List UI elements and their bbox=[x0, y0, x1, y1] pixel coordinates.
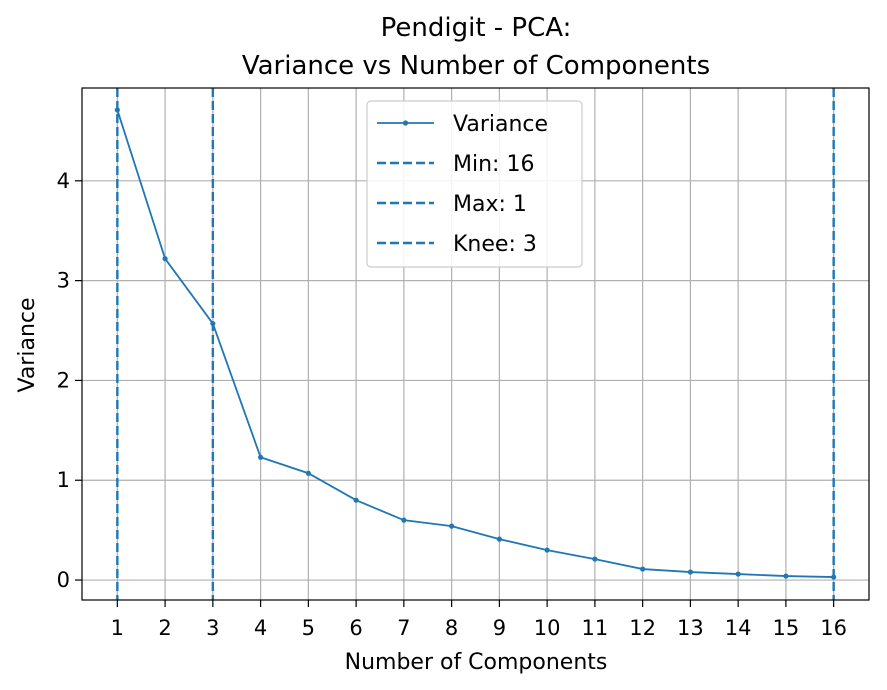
x-tick-label: 10 bbox=[534, 616, 561, 640]
y-tick-label: 0 bbox=[57, 568, 70, 592]
x-tick-label: 13 bbox=[677, 616, 704, 640]
x-tick-label: 11 bbox=[582, 616, 609, 640]
x-tick-label: 8 bbox=[445, 616, 458, 640]
legend-entry: Variance bbox=[377, 112, 548, 137]
vertical-reference-lines bbox=[116, 88, 835, 600]
x-tick-label: 6 bbox=[349, 616, 362, 640]
data-point bbox=[305, 470, 311, 476]
y-tick-label: 1 bbox=[57, 468, 70, 492]
legend-entry: Knee: 3 bbox=[377, 232, 537, 257]
legend-entry: Min: 16 bbox=[377, 152, 534, 177]
legend-label: Knee: 3 bbox=[453, 232, 537, 257]
y-ticks: 0 1 2 3 4 bbox=[57, 169, 82, 592]
series-line bbox=[116, 109, 834, 578]
x-tick-label: 5 bbox=[302, 616, 315, 640]
chart-title-line2: Variance vs Number of Components bbox=[242, 51, 710, 81]
data-point bbox=[592, 556, 598, 562]
legend-box bbox=[366, 100, 583, 268]
x-ticks: 1 2 3 4 5 6 7 8 9 10 11 12 13 14 15 16 bbox=[111, 600, 847, 640]
x-axis-label: Number of Components bbox=[345, 650, 608, 675]
x-tick-label: 2 bbox=[158, 616, 171, 640]
legend-entry: Max: 1 bbox=[377, 192, 527, 217]
chart-title-line1: Pendigit - PCA: bbox=[381, 13, 572, 43]
x-tick-label: 3 bbox=[206, 616, 219, 640]
data-point bbox=[353, 497, 359, 503]
legend-marker bbox=[402, 120, 409, 126]
data-point bbox=[831, 574, 837, 580]
x-tick-label: 9 bbox=[493, 616, 506, 640]
data-point bbox=[210, 320, 216, 327]
y-tick-label: 3 bbox=[57, 269, 70, 293]
series-group bbox=[114, 107, 837, 580]
data-point bbox=[258, 454, 264, 460]
x-tick-label: 14 bbox=[725, 616, 752, 640]
data-point bbox=[544, 547, 550, 553]
legend-entries: Variance Min: 16 Max: 1 Knee: 3 bbox=[377, 112, 548, 257]
data-point bbox=[449, 523, 455, 529]
x-tick-label: 1 bbox=[111, 616, 124, 640]
data-point bbox=[735, 571, 741, 577]
x-tick-label: 15 bbox=[773, 616, 800, 640]
x-tick-label: 16 bbox=[820, 616, 847, 640]
y-axis-label: Variance bbox=[15, 297, 40, 392]
data-point bbox=[496, 536, 502, 542]
y-tick-label: 2 bbox=[57, 368, 70, 392]
data-point bbox=[401, 517, 407, 523]
data-point bbox=[114, 107, 120, 113]
x-tick-label: 4 bbox=[254, 616, 267, 640]
legend-label: Max: 1 bbox=[453, 192, 527, 217]
legend-label: Variance bbox=[453, 112, 548, 137]
y-tick-label: 4 bbox=[57, 169, 70, 193]
legend: Variance Min: 16 Max: 1 Knee: 3 bbox=[366, 100, 583, 268]
data-point bbox=[162, 256, 168, 262]
x-tick-label: 7 bbox=[397, 616, 410, 640]
legend-label: Min: 16 bbox=[453, 152, 534, 177]
data-point bbox=[783, 573, 789, 579]
axes-frame bbox=[81, 87, 870, 601]
data-point bbox=[640, 566, 646, 572]
x-tick-label: 12 bbox=[629, 616, 656, 640]
data-point bbox=[687, 569, 693, 575]
